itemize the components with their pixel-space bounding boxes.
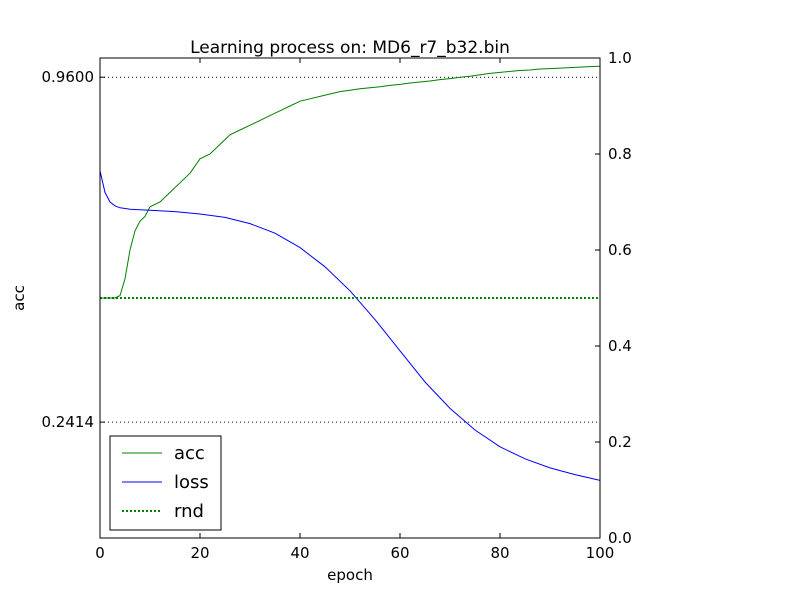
series-line-loss (99, 170, 601, 481)
y-axis-label: acc (10, 285, 28, 311)
plot-area (99, 65, 601, 481)
legend: acc loss rnd (109, 435, 222, 531)
right-tick-label: 0.6 (608, 241, 632, 259)
plot-frame (99, 57, 601, 539)
x-tick-label: 80 (490, 544, 509, 562)
legend-label-loss: loss (174, 472, 209, 493)
left-tick-label: 0.9600 (42, 68, 95, 86)
x-tick-label: 0 (95, 544, 105, 562)
legend-box (109, 435, 222, 531)
right-tick-label: 0.0 (608, 529, 632, 547)
right-tick-label: 0.2 (608, 433, 632, 451)
x-tick-label: 60 (390, 544, 409, 562)
right-tick-label: 1.0 (608, 49, 632, 67)
x-tick-label: 20 (190, 544, 209, 562)
x-tick-label: 100 (586, 544, 615, 562)
right-tick-label: 0.8 (608, 145, 632, 163)
right-tick-label: 0.4 (608, 337, 632, 355)
series-line-acc (100, 65, 601, 299)
legend-label-acc: acc (174, 443, 205, 464)
x-axis-label: epoch (327, 566, 373, 584)
legend-label-rnd: rnd (174, 501, 204, 522)
x-tick-label: 40 (290, 544, 309, 562)
left-tick-label: 0.2414 (42, 413, 95, 431)
chart-title: Learning process on: MD6_r7_b32.bin (190, 38, 510, 58)
